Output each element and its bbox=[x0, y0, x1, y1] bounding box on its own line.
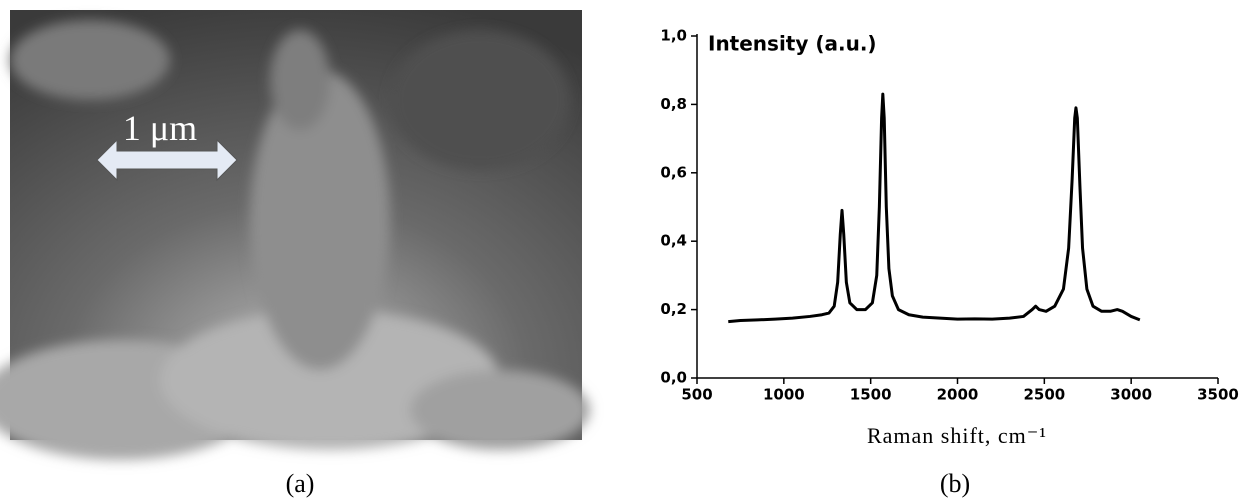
y-tick-label: 1,0 bbox=[660, 27, 687, 45]
x-tick-label: 2500 bbox=[1023, 386, 1065, 404]
x-axis-title: Raman shift, cm⁻¹ bbox=[867, 423, 1047, 448]
x-tick-label: 1000 bbox=[763, 386, 805, 404]
x-tick-label: 3500 bbox=[1197, 386, 1239, 404]
caption: (a) bbox=[286, 469, 315, 498]
y-tick-label: 0,8 bbox=[660, 95, 687, 113]
plot: 0,0 0,2 0,4 0,6 0,8 1,0 500 1000 1500 2000 2500 300… bbox=[660, 27, 1238, 404]
x-tick-label: 2000 bbox=[937, 386, 979, 404]
y-tick-label: 0,4 bbox=[660, 232, 687, 250]
x-tick-label: 1500 bbox=[850, 386, 892, 404]
y-tick-label: 0,6 bbox=[660, 163, 687, 181]
y-tick-label: 0,2 bbox=[660, 300, 687, 318]
sem-image: 1 μm bbox=[0, 10, 590, 460]
y-tick-label: 0,0 bbox=[660, 369, 687, 387]
x-tick-label: 3000 bbox=[1110, 386, 1152, 404]
caption: (b) bbox=[940, 469, 970, 498]
spectrum-line bbox=[728, 92, 1141, 324]
y-axis-title: Intensity (a.u.) bbox=[708, 32, 877, 56]
x-tick-label: 500 bbox=[681, 386, 712, 404]
scale-bar-label: 1 μm bbox=[123, 108, 197, 148]
